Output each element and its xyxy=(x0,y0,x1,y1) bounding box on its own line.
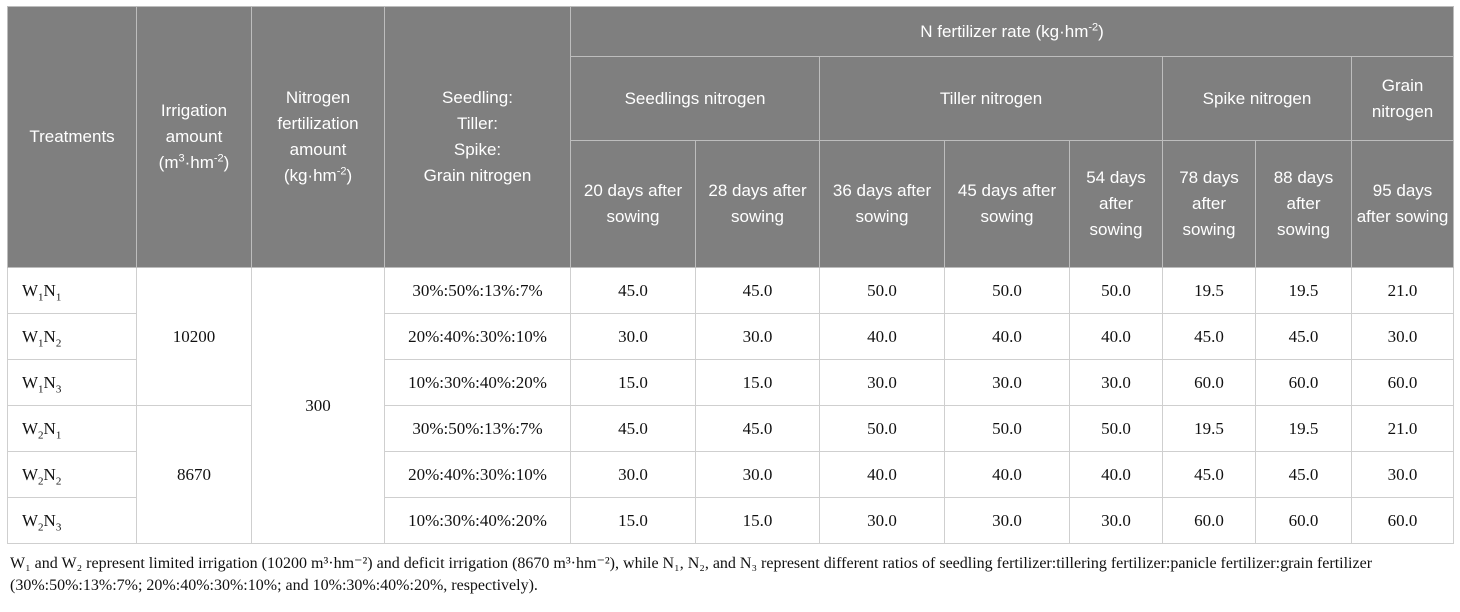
value-cell: 30.0 xyxy=(570,451,696,498)
value-cell: 19.5 xyxy=(1162,267,1256,314)
value-cell: 45.0 xyxy=(570,405,696,452)
value-cell: 45.0 xyxy=(1162,313,1256,360)
value-cell: 15.0 xyxy=(570,359,696,406)
header-group-grain: Grain nitrogen xyxy=(1350,56,1455,141)
value-cell: 30.0 xyxy=(1350,451,1455,498)
header-day: 20 days after sowing xyxy=(570,140,696,268)
value-cell: 60.0 xyxy=(1350,359,1455,406)
value-cell: 15.0 xyxy=(570,497,696,544)
ratio-cell: 20%:40%:30%:10% xyxy=(384,451,571,498)
header-treatments: Treatments xyxy=(7,6,137,268)
header-day: 28 days after sowing xyxy=(695,140,820,268)
header-group-spike: Spike nitrogen xyxy=(1162,56,1352,141)
irrigation-cell: 8670 xyxy=(136,405,252,544)
value-cell: 50.0 xyxy=(1069,405,1163,452)
table-row: W2N2 20%:40%:30%:10% 30.0 30.0 40.0 40.0… xyxy=(7,451,1455,498)
value-cell: 50.0 xyxy=(1069,267,1163,314)
value-cell: 15.0 xyxy=(695,497,820,544)
table-row: W1N2 20%:40%:30%:10% 30.0 30.0 40.0 40.0… xyxy=(7,313,1455,360)
value-cell: 50.0 xyxy=(819,405,945,452)
treatment-cell: W2N1 xyxy=(7,405,137,452)
header-ratio: Seedling: Tiller: Spike: Grain nitrogen xyxy=(384,6,571,268)
header-day: 45 days after sowing xyxy=(944,140,1070,268)
table-row: W2N1 8670 30%:50%:13%:7% 45.0 45.0 50.0 … xyxy=(7,405,1455,544)
header-day: 36 days after sowing xyxy=(819,140,945,268)
header-n-fertilizer-rate: N fertilizer rate (kg·hm-2) xyxy=(569,6,1455,57)
value-cell: 19.5 xyxy=(1255,405,1352,452)
treatment-cell: W2N3 xyxy=(7,497,137,544)
header-day: 54 days after sowing xyxy=(1069,140,1163,268)
value-cell: 40.0 xyxy=(944,313,1070,360)
value-cell: 30.0 xyxy=(695,451,820,498)
value-cell: 19.5 xyxy=(1255,267,1352,314)
value-cell: 15.0 xyxy=(695,359,820,406)
value-cell: 40.0 xyxy=(819,313,945,360)
value-cell: 30.0 xyxy=(819,359,945,406)
table-row: W1N3 10%:30%:40%:20% 15.0 15.0 30.0 30.0… xyxy=(7,359,1455,406)
header-nitrogen-amount: Nitrogen fertilization amount (kg·hm-2) xyxy=(251,6,385,268)
value-cell: 30.0 xyxy=(695,313,820,360)
header-day: 95 days after sowing xyxy=(1350,140,1455,268)
value-cell: 30.0 xyxy=(570,313,696,360)
value-cell: 30.0 xyxy=(944,359,1070,406)
table-container: Treatments Irrigation amount (m3·hm-2) Ni… xyxy=(7,6,1455,597)
treatment-cell: W1N2 xyxy=(7,313,137,360)
ratio-cell: 10%:30%:40%:20% xyxy=(384,497,571,544)
header-day: 78 days after sowing xyxy=(1162,140,1256,268)
ratio-cell: 30%:50%:13%:7% xyxy=(384,267,571,314)
irrigation-cell: 10200 xyxy=(136,267,252,406)
value-cell: 45.0 xyxy=(1162,451,1256,498)
value-cell: 30.0 xyxy=(1069,497,1163,544)
nitrogen-cell: 300 xyxy=(251,267,385,544)
value-cell: 30.0 xyxy=(1069,359,1163,406)
value-cell: 45.0 xyxy=(695,405,820,452)
value-cell: 19.5 xyxy=(1162,405,1256,452)
ratio-cell: 20%:40%:30%:10% xyxy=(384,313,571,360)
table-footnote: W₁ and W₂ represent limited irrigation (… xyxy=(10,555,1373,594)
ratio-cell: 10%:30%:40%:20% xyxy=(384,359,571,406)
value-cell: 40.0 xyxy=(819,451,945,498)
header-day: 88 days after sowing xyxy=(1255,140,1352,268)
value-cell: 60.0 xyxy=(1162,497,1256,544)
value-cell: 60.0 xyxy=(1255,497,1352,544)
value-cell: 50.0 xyxy=(944,405,1070,452)
value-cell: 45.0 xyxy=(1255,313,1352,360)
value-cell: 21.0 xyxy=(1350,405,1455,452)
value-cell: 21.0 xyxy=(1350,267,1455,314)
treatment-cell: W1N3 xyxy=(7,359,137,406)
table-row: W2N3 10%:30%:40%:20% 15.0 15.0 30.0 30.0… xyxy=(7,497,1455,544)
value-cell: 50.0 xyxy=(944,267,1070,314)
value-cell: 45.0 xyxy=(1255,451,1352,498)
value-cell: 45.0 xyxy=(570,267,696,314)
value-cell: 60.0 xyxy=(1255,359,1352,406)
value-cell: 40.0 xyxy=(1069,451,1163,498)
value-cell: 40.0 xyxy=(944,451,1070,498)
value-cell: 45.0 xyxy=(695,267,820,314)
value-cell: 50.0 xyxy=(819,267,945,314)
treatment-cell: W2N2 xyxy=(7,451,137,498)
fertilizer-table: Treatments Irrigation amount (m3·hm-2) Ni… xyxy=(7,6,1455,544)
ratio-cell: 30%:50%:13%:7% xyxy=(384,405,571,452)
value-cell: 30.0 xyxy=(944,497,1070,544)
header-group-seedlings: Seedlings nitrogen xyxy=(570,56,820,141)
value-cell: 40.0 xyxy=(1069,313,1163,360)
treatment-cell: W1N1 xyxy=(7,267,137,314)
header-irrigation: Irrigation amount (m3·hm-2) xyxy=(136,6,252,268)
value-cell: 30.0 xyxy=(819,497,945,544)
header-group-tiller: Tiller nitrogen xyxy=(819,56,1163,141)
value-cell: 60.0 xyxy=(1162,359,1256,406)
value-cell: 30.0 xyxy=(1350,313,1455,360)
table-row: W1N1 10200 300 30%:50%:13%:7% 45.0 45.0 … xyxy=(7,267,1455,544)
value-cell: 60.0 xyxy=(1350,497,1455,544)
